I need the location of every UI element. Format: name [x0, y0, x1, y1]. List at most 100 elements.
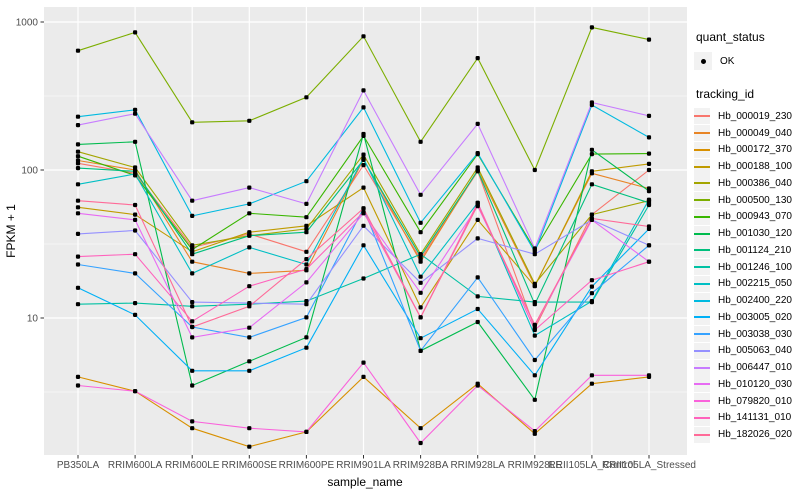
data-point [247, 426, 252, 431]
data-point [589, 212, 594, 217]
data-point [532, 397, 537, 402]
x-tick-label: RRIM928LA [450, 460, 505, 471]
data-point [646, 243, 652, 248]
data-point [589, 100, 594, 105]
data-point [75, 154, 81, 159]
legend-item-Hb_000943_070: Hb_000943_070 [694, 208, 800, 226]
y-tick-label: 10 [27, 314, 39, 325]
data-point [361, 206, 366, 211]
x-tick-label: PB350LA [57, 460, 100, 471]
data-point [190, 368, 195, 373]
legend-item-label: Hb_000386_040 [718, 177, 792, 189]
data-point [589, 278, 594, 283]
data-point [646, 189, 652, 194]
data-point [190, 319, 195, 324]
legend-key-box [694, 359, 710, 376]
data-point [589, 373, 594, 378]
data-point [418, 230, 423, 235]
data-point [589, 147, 594, 152]
legend-item-label: Hb_001124_210 [718, 244, 792, 256]
legend-line-swatch [694, 282, 710, 285]
panel-background [44, 7, 687, 455]
legend-line-swatch [694, 416, 710, 419]
legend-key-box [694, 242, 710, 259]
data-point [304, 335, 309, 340]
data-point [190, 300, 195, 305]
data-point [646, 113, 652, 118]
data-point [589, 169, 594, 174]
data-point [475, 121, 480, 126]
legend-key-box [694, 158, 710, 175]
legend-key-box [694, 175, 710, 192]
legend-line-swatch [694, 266, 710, 269]
data-point [133, 171, 138, 177]
data-point [247, 201, 252, 206]
data-point [190, 419, 195, 424]
data-point [190, 247, 195, 252]
data-point [304, 230, 309, 235]
data-point [247, 284, 252, 289]
data-point [190, 335, 195, 340]
data-point [304, 257, 309, 262]
data-point [190, 243, 195, 248]
legend-item-label: Hb_000188_100 [718, 161, 792, 173]
legend-item-label: Hb_006447_010 [718, 362, 792, 374]
data-point [589, 182, 594, 187]
data-point [75, 198, 81, 203]
data-point [75, 374, 81, 379]
legend-item-label: Hb_003038_030 [718, 328, 792, 340]
legend-key-box [694, 52, 712, 70]
legend-key-box [694, 225, 710, 242]
legend-item-label: Hb_001246_100 [718, 261, 792, 273]
legend-item-label: Hb_000500_130 [718, 194, 792, 206]
legend-line-swatch [694, 349, 710, 352]
legend-item-Hb_001030_120: Hb_001030_120 [694, 225, 800, 242]
data-point [475, 56, 480, 61]
legend-line-swatch [694, 148, 710, 151]
data-point [361, 223, 366, 228]
legend-item-ok: OK [694, 51, 800, 71]
legend-line-swatch [694, 299, 710, 302]
data-point [361, 34, 366, 39]
data-point [75, 211, 81, 216]
data-point [361, 131, 366, 137]
legend-title-tracking-id: tracking_id [696, 87, 755, 101]
data-point [75, 48, 81, 53]
data-point [190, 383, 195, 388]
legend-item-label: Hb_002400_220 [718, 295, 792, 307]
data-point [133, 389, 138, 394]
data-point [304, 262, 309, 267]
data-point [304, 302, 309, 307]
data-point [646, 151, 652, 156]
data-point [589, 216, 594, 221]
legend-key-box [694, 208, 710, 225]
data-point [361, 88, 366, 93]
legend-key-box [694, 125, 710, 142]
data-point [304, 226, 309, 231]
data-point [247, 368, 252, 373]
point-marker-icon [700, 58, 706, 64]
data-point [133, 301, 138, 306]
data-point [418, 305, 423, 310]
data-point [532, 333, 537, 338]
data-point [133, 202, 138, 208]
data-point [190, 120, 195, 125]
data-point [304, 267, 309, 272]
data-point [75, 254, 81, 259]
data-point [361, 105, 366, 110]
data-point [247, 301, 252, 306]
data-point [247, 233, 252, 238]
data-point [418, 220, 423, 225]
legend: quant_status OK tracking_id Hb_000019_23… [692, 0, 800, 443]
data-point [133, 252, 138, 257]
x-axis-title: sample_name [327, 475, 403, 489]
data-point [247, 271, 252, 276]
data-point [532, 373, 537, 378]
data-point [589, 284, 594, 289]
data-point [589, 291, 594, 296]
legend-item-label: Hb_000019_230 [718, 110, 792, 122]
legend-key-box [694, 309, 710, 326]
legend-item-Hb_002400_220: Hb_002400_220 [694, 292, 800, 309]
